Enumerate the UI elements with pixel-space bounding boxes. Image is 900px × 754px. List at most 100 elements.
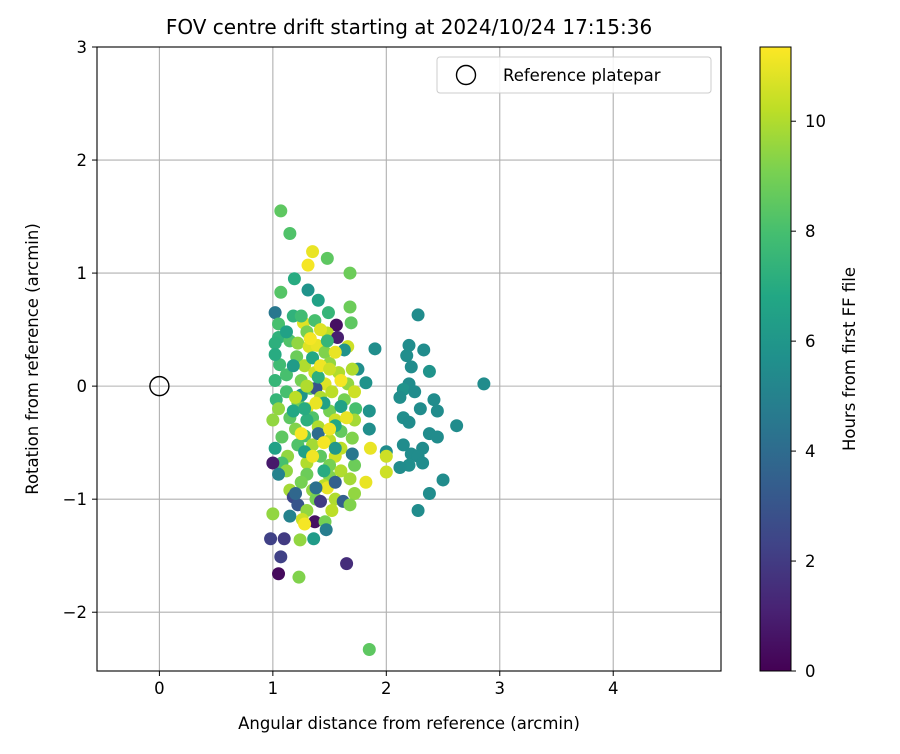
data-point	[359, 475, 373, 489]
data-point	[359, 376, 373, 390]
data-point	[307, 532, 321, 546]
data-point	[393, 461, 407, 475]
data-point	[309, 396, 323, 410]
data-point	[306, 351, 320, 365]
data-point	[294, 475, 308, 489]
x-tick-label: 3	[495, 679, 506, 698]
data-point	[396, 438, 410, 452]
y-axis-ticks: −2 −1 0 1 2 3	[63, 38, 97, 622]
data-point	[345, 447, 359, 461]
colorbar-tick-label: 4	[805, 442, 816, 461]
data-point	[293, 533, 307, 547]
colorbar	[759, 46, 792, 672]
data-point	[292, 570, 306, 584]
data-point	[411, 503, 425, 517]
y-tick-label: 0	[77, 377, 88, 396]
data-point	[279, 368, 293, 382]
data-point	[309, 481, 323, 495]
data-point	[427, 393, 441, 407]
data-point	[323, 422, 337, 436]
data-point	[268, 347, 282, 361]
data-point	[340, 557, 354, 571]
data-point	[303, 332, 317, 346]
data-point	[334, 399, 348, 413]
data-point	[306, 245, 320, 259]
data-point	[328, 475, 342, 489]
data-point	[363, 441, 377, 455]
data-point	[272, 567, 286, 581]
data-point	[422, 364, 436, 378]
x-tick-label: 4	[608, 679, 619, 698]
data-point	[345, 431, 359, 445]
reference-marker-layer	[149, 375, 170, 397]
x-axis-label: Angular distance from reference (arcmin)	[238, 714, 580, 733]
data-point	[402, 415, 416, 429]
data-point	[379, 465, 393, 479]
data-point	[343, 498, 357, 512]
data-point	[340, 411, 354, 425]
x-tick-label: 2	[381, 679, 392, 698]
data-point	[272, 317, 286, 331]
y-tick-label: 3	[77, 38, 88, 57]
legend-reference-marker	[455, 64, 477, 86]
colorbar-label: Hours from first FF file	[840, 267, 859, 451]
data-point	[306, 449, 320, 463]
data-point	[286, 404, 300, 418]
data-point	[402, 338, 416, 352]
data-point	[300, 379, 314, 393]
data-point	[279, 325, 293, 339]
legend-box	[436, 56, 712, 94]
colorbar-tick-label: 10	[805, 112, 826, 131]
data-point	[408, 385, 422, 399]
data-point	[393, 390, 407, 404]
data-point	[294, 309, 308, 323]
data-point	[319, 523, 333, 537]
data-point	[325, 503, 339, 517]
data-point	[349, 402, 363, 416]
data-point	[422, 487, 436, 501]
data-point	[268, 306, 282, 320]
data-point	[268, 441, 282, 455]
data-point	[266, 413, 280, 427]
data-point	[311, 293, 325, 307]
data-point	[362, 643, 376, 657]
data-point	[289, 487, 303, 501]
data-point	[314, 494, 328, 508]
data-point	[344, 316, 358, 330]
data-point	[477, 377, 491, 391]
data-point	[298, 517, 312, 531]
data-point	[266, 507, 280, 521]
data-point	[417, 343, 431, 357]
x-axis-ticks: 0 1 2 3 4	[154, 671, 618, 698]
data-point	[291, 336, 305, 350]
data-point	[411, 308, 425, 322]
data-point	[298, 402, 312, 416]
data-point	[320, 251, 334, 265]
data-point	[416, 456, 430, 470]
data-point	[343, 300, 357, 314]
data-point	[362, 422, 376, 436]
data-point	[301, 283, 315, 297]
data-point	[274, 285, 288, 299]
data-point	[301, 258, 315, 272]
colorbar-tick-label: 8	[805, 222, 816, 241]
data-point	[368, 342, 382, 356]
data-point	[317, 464, 331, 478]
data-point	[283, 509, 297, 523]
data-point	[294, 427, 308, 441]
data-point	[345, 362, 359, 376]
data-point	[274, 204, 288, 218]
plot-frame	[96, 46, 722, 672]
colorbar-tick-label: 2	[805, 552, 816, 571]
data-point	[328, 441, 342, 455]
data-point	[300, 413, 314, 427]
data-point	[323, 362, 337, 376]
data-point	[318, 345, 332, 359]
y-tick-label: 2	[77, 151, 88, 170]
data-point	[328, 345, 342, 359]
colorbar-tick-label: 0	[805, 662, 816, 681]
data-point	[311, 370, 325, 384]
data-point	[343, 266, 357, 280]
